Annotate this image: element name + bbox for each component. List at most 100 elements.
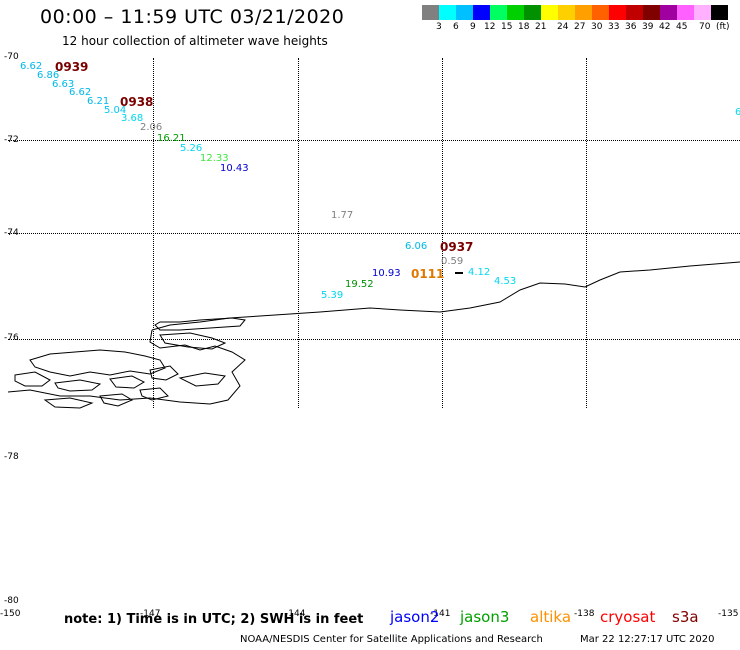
swh-value: 4.12 [468,267,491,278]
ice-shelf-edge [149,329,246,405]
legend-swatch [473,5,490,20]
legend-swatch [507,5,524,20]
time-marker: 0111 [411,267,445,281]
legend-label: 27 [574,22,586,32]
legend-label: 18 [518,22,530,32]
swh-value: 6.86 [37,70,60,81]
legend-swatch [711,5,728,20]
coast-outline [159,332,227,350]
swh-value: 6.63 [52,79,75,90]
coast-outline [149,365,179,381]
coast-outline [178,372,226,387]
legend-swatch [626,5,643,20]
legend-label: 15 [501,22,513,32]
legend-label: 9 [470,22,476,32]
swh-value: 1.77 [331,210,354,221]
swh-value: 16.21 [157,133,186,144]
lat-label: -72 [4,135,19,145]
swh-value: 3.68 [121,113,144,124]
mission-label: s3a [672,608,699,626]
legend-swatch [694,5,711,20]
coast-outline [99,393,134,407]
legend-swatch [643,5,660,20]
legend-label: 12 [484,22,496,32]
legend-label: 33 [608,22,620,32]
swh-value: 2.06 [140,122,163,133]
mission-label: jason2 [390,608,440,626]
lon-label: -150 [0,609,21,619]
legend-label: 24 [557,22,569,32]
footer-note: note: 1) Time is in UTC; 2) SWH is in fe… [64,612,364,627]
swh-value: 12.33 [200,153,229,164]
coast-outline [14,371,51,387]
map-subtitle: 12 hour collection of altimeter wave hei… [62,34,328,48]
legend-swatch [592,5,609,20]
legend-unit: (ft) [716,22,730,32]
legend-label: 3 [436,22,442,32]
swh-value: 0.59 [441,256,464,267]
lon-label: -135 [718,609,739,619]
lat-label: -78 [4,452,19,462]
legend-swatch [609,5,626,20]
legend-label: 21 [535,22,547,32]
swh-value: 10.93 [372,268,401,279]
swh-value: 6.06 [405,241,428,252]
legend-swatch [541,5,558,20]
legend-swatch [575,5,592,20]
swh-value: 6 [735,107,740,118]
lon-label: -144 [285,609,306,619]
lon-label: -147 [140,609,161,619]
lat-label: -76 [4,333,19,343]
mission-label: cryosat [600,608,656,626]
swh-value: 5.26 [180,143,203,154]
swh-value: 5.39 [321,290,344,301]
swh-value: 5.04 [104,105,127,116]
swh-value: 6.62 [20,61,43,72]
legend-label: 39 [642,22,654,32]
coast-outline [139,387,169,401]
swh-value: 10.43 [220,163,249,174]
coast-outline [7,389,211,405]
legend-label: 70 [699,22,711,32]
legend-swatch [660,5,677,20]
lat-label: -80 [4,596,19,606]
coast-outline [54,379,102,392]
lon-label: -141 [430,609,451,619]
lon-label: -138 [574,609,595,619]
legend-swatch [439,5,456,20]
ice-shelf-edge [151,261,740,331]
coast-outline [109,375,146,389]
map-title: 00:00 – 11:59 UTC 03/21/2020 [40,6,345,28]
legend-swatch [524,5,541,20]
legend-label: 30 [591,22,603,32]
grid-parallel [8,339,740,340]
legend-label: 36 [625,22,637,32]
mission-label: altika [530,608,572,626]
credit-line: NOAA/NESDIS Center for Satellite Applica… [240,634,543,645]
lat-label: -70 [4,52,19,62]
grid-parallel [8,140,740,141]
swh-value: 6.62 [69,87,92,98]
time-marker: 0938 [120,95,154,109]
legend-swatch [456,5,473,20]
lat-label: -74 [4,228,19,238]
legend-swatch [558,5,575,20]
grid-parallel [8,233,740,234]
swh-value: 6.21 [87,96,110,107]
coast-outline [43,397,94,409]
coast-outline [154,317,246,331]
legend-swatch [490,5,507,20]
legend-label: 6 [453,22,459,32]
color-legend [422,5,728,20]
legend-swatch [422,5,439,20]
coast-outline [29,349,166,377]
legend-swatch [677,5,694,20]
mission-label: jason3 [460,608,510,626]
legend-label: 42 [659,22,671,32]
generated-timestamp: Mar 22 12:27:17 UTC 2020 [580,634,715,645]
legend-label: 45 [676,22,688,32]
time-marker: 0939 [55,60,89,74]
time-marker: 0937 [440,240,474,254]
swh-value: 19.52 [345,279,374,290]
